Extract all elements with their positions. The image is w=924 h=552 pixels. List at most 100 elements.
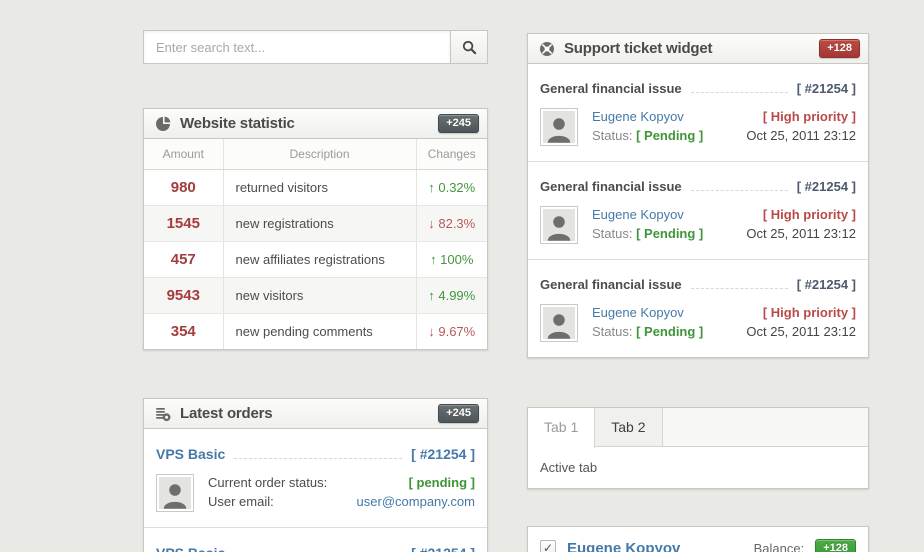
ticket-item: General financial issue [ #21254 ] Eugen… xyxy=(528,161,868,259)
ticket-status-value: [ Pending ] xyxy=(636,324,703,339)
table-row: 1545 new registrations ↓ 82.3% xyxy=(144,205,487,241)
order-id-link[interactable]: [ #21254 ] xyxy=(411,446,475,462)
tabs-widget: Tab 1 Tab 2 Active tab xyxy=(527,407,869,489)
stat-amount: 9543 xyxy=(144,277,223,313)
column-header-description: Description xyxy=(223,139,416,169)
stat-description: returned visitors xyxy=(223,169,416,205)
stat-amount: 354 xyxy=(144,313,223,349)
ticket-id: [ #21254 ] xyxy=(797,277,856,292)
ticket-subject: General financial issue xyxy=(540,179,682,194)
stat-amount: 1545 xyxy=(144,205,223,241)
balance-label: Balance: xyxy=(754,541,805,552)
stat-change: ↑ 4.99% xyxy=(416,277,487,313)
magnifier-icon xyxy=(462,40,477,55)
ticket-id: [ #21254 ] xyxy=(797,81,856,96)
dashed-leader xyxy=(691,84,788,93)
ticket-priority: [ High priority ] xyxy=(763,305,856,321)
coins-icon xyxy=(155,406,171,422)
counter-badge: +128 xyxy=(819,39,860,58)
column-header-changes: Changes xyxy=(416,139,487,169)
user-name-link[interactable]: Eugene Kopyov xyxy=(567,540,680,552)
avatar xyxy=(540,304,578,342)
widget-title: Support ticket widget xyxy=(564,40,810,57)
widget-header: Website statistic +245 xyxy=(144,109,487,139)
person-icon xyxy=(543,307,575,339)
tab-content: Active tab xyxy=(528,447,868,488)
stat-change: ↓ 9.67% xyxy=(416,313,487,349)
table-row: 457 new affiliates registrations ↑ 100% xyxy=(144,241,487,277)
table-row: 980 returned visitors ↑ 0.32% xyxy=(144,169,487,205)
ticket-item: General financial issue [ #21254 ] Eugen… xyxy=(528,259,868,357)
stat-change: ↑ 0.32% xyxy=(416,169,487,205)
balance-badge: +128 xyxy=(815,539,856,552)
ticket-status-label: Status: xyxy=(592,324,632,339)
order-product-link[interactable]: VPS Basic xyxy=(156,446,225,462)
stat-change: ↓ 82.3% xyxy=(416,205,487,241)
ticket-date: Oct 25, 2011 23:12 xyxy=(746,128,856,144)
order-header: VPS Basic [ #21254 ] xyxy=(156,545,475,552)
ticket-item: General financial issue [ #21254 ] Eugen… xyxy=(528,64,868,161)
search-button[interactable] xyxy=(451,30,488,64)
search-input[interactable] xyxy=(143,30,451,64)
table-row: 9543 new visitors ↑ 4.99% xyxy=(144,277,487,313)
order-item: VPS Basic [ #21254 ] Current order statu… xyxy=(144,429,487,527)
lifebuoy-icon xyxy=(539,41,555,57)
latest-orders-widget: Latest orders +245 VPS Basic [ #21254 ] … xyxy=(143,398,488,552)
order-item: VPS Basic [ #21254 ] xyxy=(144,527,487,552)
avatar xyxy=(540,108,578,146)
ticket-user-link[interactable]: Eugene Kopyov xyxy=(592,305,684,321)
order-email-link[interactable]: user@company.com xyxy=(357,494,475,510)
order-email-label: User email: xyxy=(208,494,274,510)
ticket-user-link[interactable]: Eugene Kopyov xyxy=(592,207,684,223)
dashboard-page: Website statistic +245 Amount Descriptio… xyxy=(0,0,924,552)
stat-description: new affiliates registrations xyxy=(223,241,416,277)
ticket-status-label: Status: xyxy=(592,128,632,143)
order-header: VPS Basic [ #21254 ] xyxy=(156,446,475,462)
widget-header: Latest orders +245 xyxy=(144,399,487,429)
order-status-value: [ pending ] xyxy=(409,475,475,491)
ticket-status-label: Status: xyxy=(592,226,632,241)
table-row: 354 new pending comments ↓ 9.67% xyxy=(144,313,487,349)
user-balance-panel: ✓ Eugene Kopyov Balance: +128 xyxy=(527,526,869,552)
stat-amount: 980 xyxy=(144,169,223,205)
statistics-table: Amount Description Changes 980 returned … xyxy=(144,139,487,349)
pie-chart-icon xyxy=(155,116,171,132)
ticket-subject: General financial issue xyxy=(540,277,682,292)
tab-1[interactable]: Tab 1 xyxy=(528,408,595,448)
widget-title: Latest orders xyxy=(180,405,429,422)
ticket-date: Oct 25, 2011 23:12 xyxy=(746,324,856,340)
ticket-user-link[interactable]: Eugene Kopyov xyxy=(592,109,684,125)
ticket-id: [ #21254 ] xyxy=(797,179,856,194)
dashed-leader xyxy=(691,280,788,289)
tab-2[interactable]: Tab 2 xyxy=(595,408,662,446)
ticket-priority: [ High priority ] xyxy=(763,109,856,125)
ticket-status-value: [ Pending ] xyxy=(636,226,703,241)
counter-badge: +245 xyxy=(438,114,479,133)
stat-description: new registrations xyxy=(223,205,416,241)
stat-change: ↑ 100% xyxy=(416,241,487,277)
search-bar xyxy=(143,30,488,64)
dashed-leader xyxy=(691,182,788,191)
person-icon xyxy=(543,111,575,143)
user-checkbox[interactable]: ✓ xyxy=(540,540,556,552)
checkmark-icon: ✓ xyxy=(543,542,553,552)
order-id-link[interactable]: [ #21254 ] xyxy=(411,545,475,552)
ticket-date: Oct 25, 2011 23:12 xyxy=(746,226,856,242)
stat-description: new pending comments xyxy=(223,313,416,349)
column-header-amount: Amount xyxy=(144,139,223,169)
dashed-leader xyxy=(234,549,402,552)
avatar xyxy=(156,474,194,512)
ticket-priority: [ High priority ] xyxy=(763,207,856,223)
stat-description: new visitors xyxy=(223,277,416,313)
order-product-link[interactable]: VPS Basic xyxy=(156,545,225,552)
stat-amount: 457 xyxy=(144,241,223,277)
counter-badge: +245 xyxy=(438,404,479,423)
person-icon xyxy=(159,477,191,509)
avatar xyxy=(540,206,578,244)
widget-title: Website statistic xyxy=(180,115,429,132)
support-ticket-widget: Support ticket widget +128 General finan… xyxy=(527,33,869,358)
widget-header: Support ticket widget +128 xyxy=(528,34,868,64)
order-status-label: Current order status: xyxy=(208,475,327,491)
dashed-leader xyxy=(234,450,402,459)
person-icon xyxy=(543,209,575,241)
